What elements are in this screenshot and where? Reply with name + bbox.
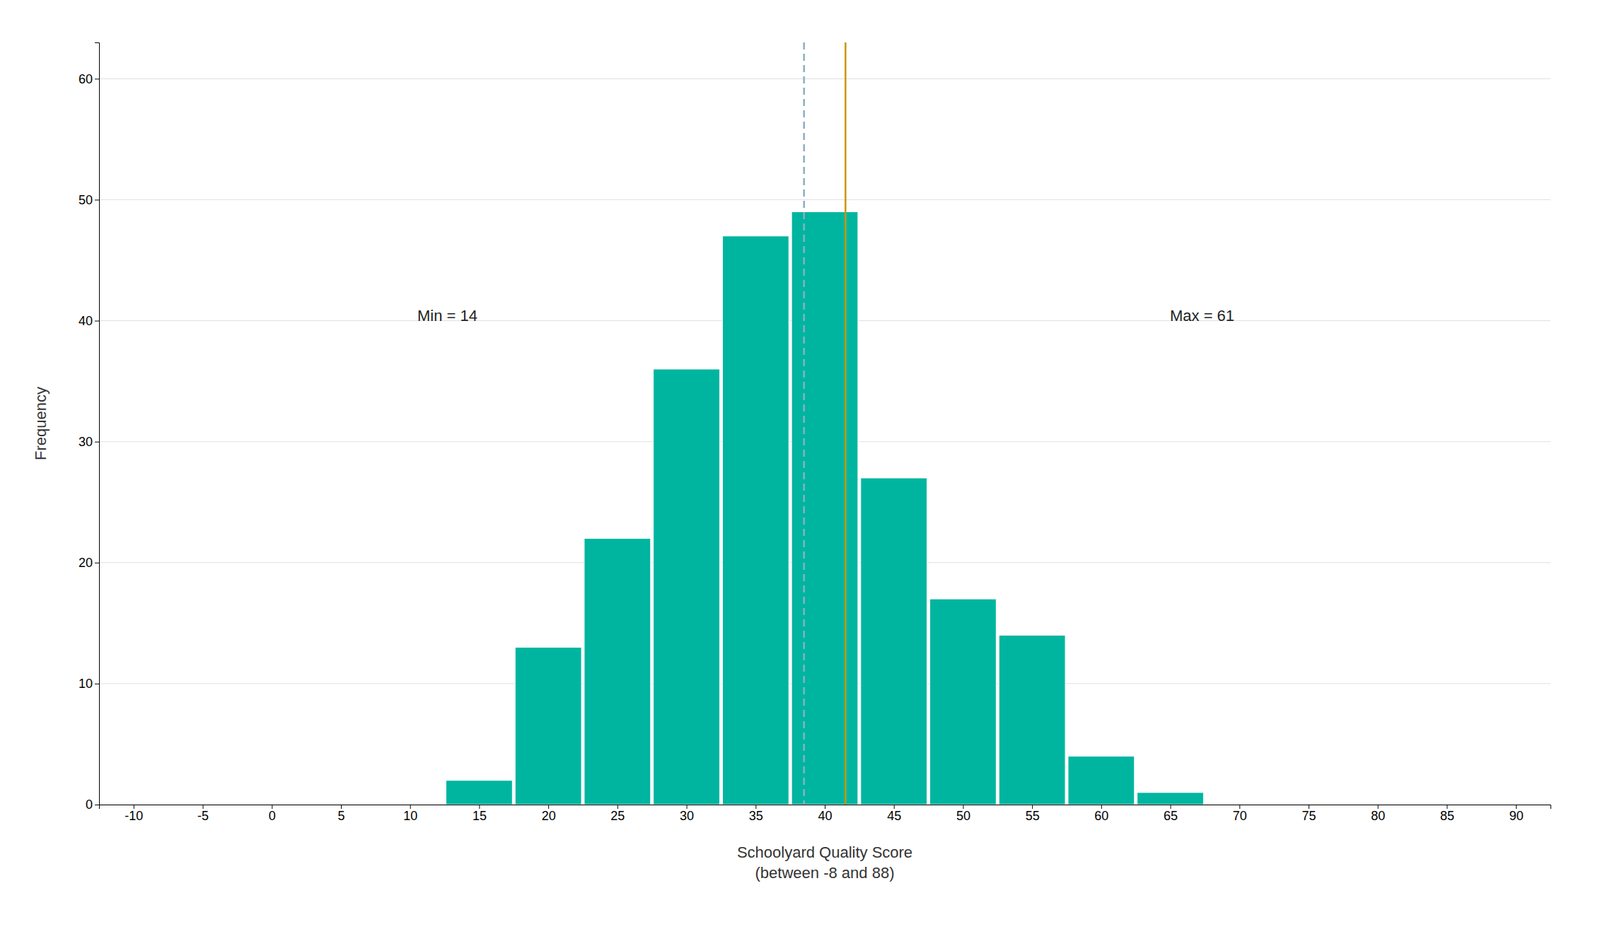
bar <box>1068 756 1135 805</box>
bar <box>584 538 651 805</box>
bar <box>860 478 928 805</box>
grid <box>99 78 1551 805</box>
x-tick: 65 <box>1163 804 1178 824</box>
bar <box>1137 792 1204 805</box>
x-tick-label: 90 <box>1509 809 1524 824</box>
chart-svg: -10 -5 0 5 10 15 20 25 30 35 40 45 50 55 60 65 70 75 80 85 9… <box>0 0 1600 946</box>
x-axis-title-line: (between -8 and 88) <box>755 864 895 883</box>
x-axis-title-line: Schoolyard Quality Score <box>737 843 913 862</box>
x-tick: 20 <box>541 804 556 824</box>
x-tick-label: -5 <box>197 809 209 824</box>
bar <box>791 212 859 805</box>
annotation: Min = 14 <box>417 306 478 325</box>
y-tick-mark <box>94 78 100 80</box>
y-tick: 50 <box>78 193 100 208</box>
bar <box>514 647 582 805</box>
x-tick-label: 30 <box>679 809 694 824</box>
x-tick-label: 20 <box>541 809 556 824</box>
x-tick: 15 <box>472 804 487 824</box>
x-tick-label: 65 <box>1163 809 1178 824</box>
y-tick: 30 <box>78 435 100 450</box>
x-tick-label: 5 <box>337 809 345 824</box>
x-tick: -5 <box>197 804 209 824</box>
y-tick-mark <box>94 683 100 685</box>
y-tick-label: 10 <box>78 676 93 692</box>
x-tick-label: -10 <box>124 809 143 824</box>
bar <box>998 635 1066 805</box>
reference-line <box>802 42 805 805</box>
grid-line <box>99 78 1551 80</box>
y-tick: 10 <box>78 676 100 692</box>
y-tick-label: 60 <box>78 72 93 87</box>
y-tick-mark <box>94 563 100 564</box>
x-tick-label: 85 <box>1440 809 1455 824</box>
x-tick: 5 <box>337 804 345 824</box>
x-tick-label: 45 <box>887 809 902 824</box>
x-axis: -10 -5 0 5 10 15 20 25 30 35 40 45 50 55 60 65 70 75 80 85 9… <box>99 804 1552 824</box>
x-tick-label: 75 <box>1301 809 1316 824</box>
y-tick-mark <box>94 804 100 806</box>
x-tick-label: 50 <box>956 809 971 824</box>
x-tick: 30 <box>679 804 694 824</box>
x-tick-label: 0 <box>268 809 276 824</box>
x-tick: 85 <box>1440 804 1455 824</box>
x-tick: 75 <box>1301 804 1316 824</box>
x-tick: 90 <box>1509 804 1524 824</box>
x-tick-label: 60 <box>1094 809 1109 824</box>
bar <box>446 780 513 805</box>
y-tick-mark <box>94 199 100 201</box>
y-tick: 40 <box>78 314 100 329</box>
x-tick-label: 70 <box>1232 809 1248 824</box>
bar <box>653 369 721 805</box>
y-axis-title: Frequency <box>31 386 50 461</box>
y-tick-mark <box>94 442 100 443</box>
y-tick-label: 0 <box>85 797 93 813</box>
x-tick-label: 10 <box>403 809 418 824</box>
x-tick: 50 <box>956 804 971 824</box>
x-tick: 70 <box>1232 804 1248 824</box>
y-axis-line <box>94 43 100 806</box>
bar <box>722 236 789 805</box>
x-tick: -10 <box>124 804 143 824</box>
x-tick: 80 <box>1370 804 1385 824</box>
bars <box>446 212 1204 805</box>
x-tick: 60 <box>1094 804 1109 824</box>
y-tick: 20 <box>78 555 100 571</box>
grid-line <box>99 199 1551 201</box>
x-tick-label: 15 <box>472 809 487 824</box>
reference-line <box>844 42 847 805</box>
x-axis-title: Schoolyard Quality Score (between -8 and … <box>737 843 913 883</box>
y-tick-label: 30 <box>78 435 93 450</box>
y-tick-label: 20 <box>78 555 93 571</box>
x-tick: 40 <box>817 804 832 824</box>
x-tick: 35 <box>749 804 764 824</box>
x-tick-label: 25 <box>610 809 625 824</box>
y-tick-mark <box>94 321 100 322</box>
x-tick-label: 55 <box>1025 809 1040 824</box>
x-tick: 55 <box>1025 804 1040 824</box>
y-tick-label: 50 <box>78 193 93 208</box>
y-axis: 0 10 20 30 40 50 60 <box>78 43 100 813</box>
x-tick-label: 80 <box>1370 809 1385 824</box>
x-tick-label: 40 <box>817 809 832 824</box>
plot-area <box>446 42 1204 805</box>
x-tick: 0 <box>268 804 276 824</box>
y-tick: 60 <box>78 72 100 87</box>
y-tick: 0 <box>85 797 100 813</box>
annotation: Max = 61 <box>1169 306 1235 325</box>
y-tick-label: 40 <box>78 314 93 329</box>
x-tick: 25 <box>610 804 625 824</box>
x-tick: 10 <box>403 804 418 824</box>
x-tick-label: 35 <box>749 809 764 824</box>
x-tick: 45 <box>887 804 902 824</box>
bar <box>930 599 997 805</box>
chart-container: -10 -5 0 5 10 15 20 25 30 35 40 45 50 55 60 65 70 75 80 85 9… <box>0 0 1600 946</box>
